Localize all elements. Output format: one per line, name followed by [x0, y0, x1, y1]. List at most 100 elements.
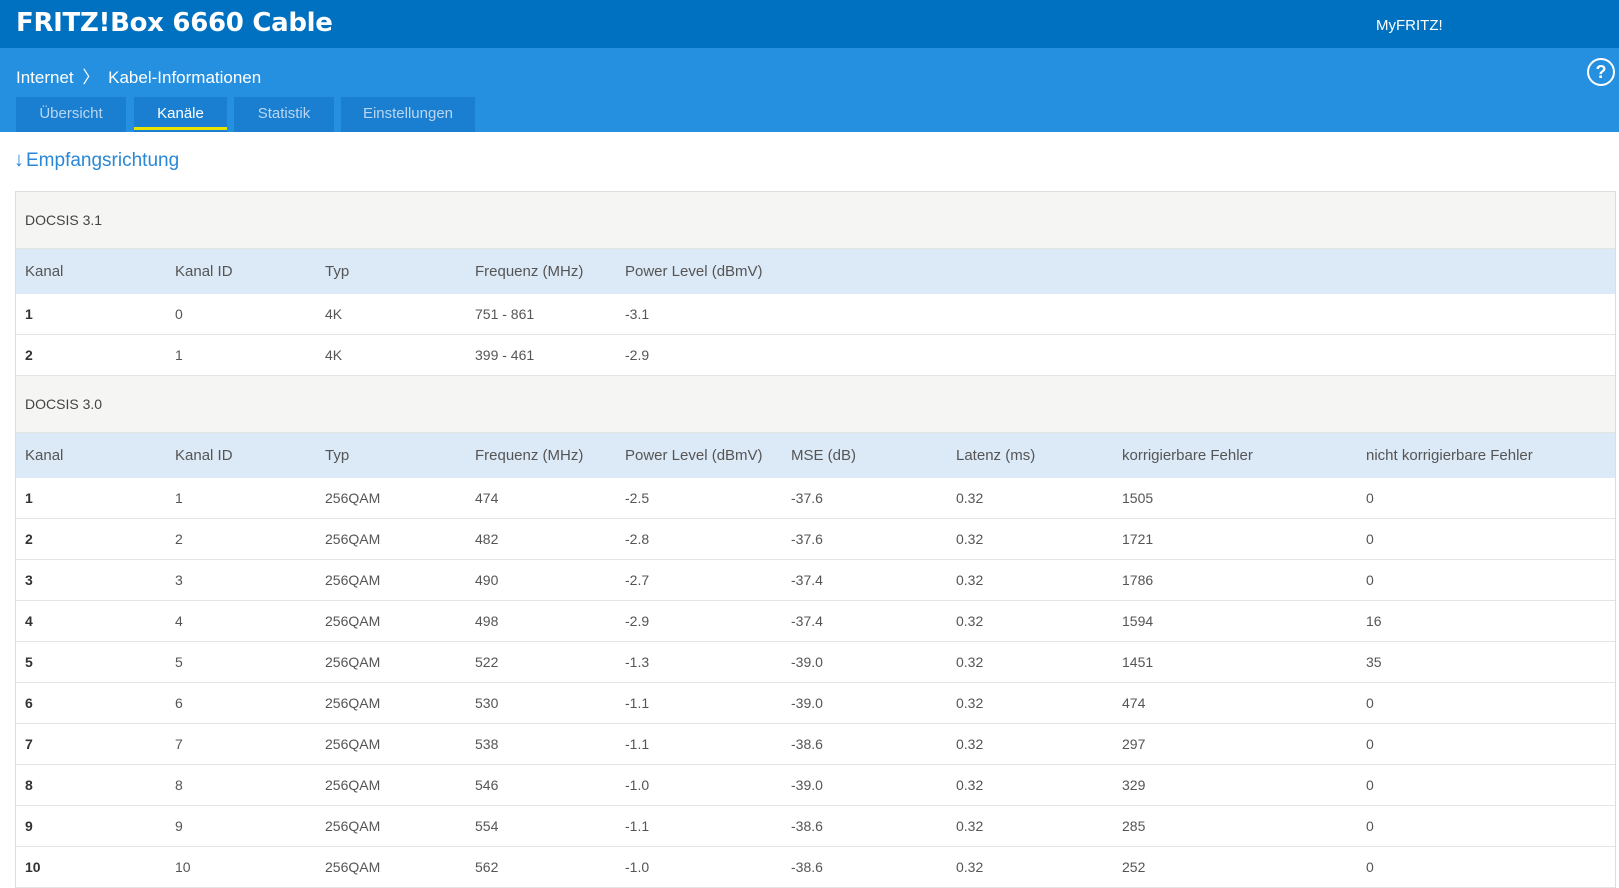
table-cell: 2 — [25, 531, 33, 547]
docsis30-heading: DOCSIS 3.0 — [16, 376, 1615, 433]
table-cell: 0 — [1366, 572, 1374, 588]
docsis31-column-headers: Kanal Kanal ID Typ Frequenz (MHz) Power … — [16, 249, 1615, 294]
table-cell: 256QAM — [325, 490, 381, 506]
table-row: 6 6 256QAM 530 -1.1 -39.0 0.32 474 0 — [16, 683, 1615, 724]
table-cell: 1451 — [1122, 654, 1154, 670]
table-cell: 6 — [175, 695, 183, 711]
navigation-bar: Internet 〉 Kabel-Informationen ? Übersic… — [0, 48, 1619, 132]
table-row: 2 1 4K 399 - 461 -2.9 — [16, 335, 1615, 376]
table-cell: -2.7 — [625, 572, 650, 588]
table-row: 2 2 256QAM 482 -2.8 -37.6 0.32 1721 0 — [16, 519, 1615, 560]
column-header: Power Level (dBmV) — [625, 263, 763, 280]
product-title[interactable]: FRITZ!Box 6660 Cable — [16, 8, 333, 38]
table-cell: 0.32 — [956, 654, 984, 670]
table-row: 1 0 4K 751 - 861 -3.1 — [16, 294, 1615, 335]
table-cell: 1505 — [1122, 490, 1154, 506]
tab-statistik[interactable]: Statistik — [234, 97, 334, 132]
table-cell: 4K — [325, 306, 343, 322]
table-cell: 0 — [175, 306, 183, 322]
table-row: 8 8 256QAM 546 -1.0 -39.0 0.32 329 0 — [16, 765, 1615, 806]
table-cell: 1 — [25, 490, 33, 506]
table-cell: 252 — [1122, 859, 1146, 875]
table-cell: 474 — [475, 490, 499, 506]
table-cell: -39.0 — [791, 777, 823, 793]
table-row: 4 4 256QAM 498 -2.9 -37.4 0.32 1594 16 — [16, 601, 1615, 642]
table-cell: -37.4 — [791, 613, 823, 629]
table-cell: 256QAM — [325, 695, 381, 711]
table-cell: -38.6 — [791, 736, 823, 752]
table-cell: 256QAM — [325, 777, 381, 793]
table-cell: 0.32 — [956, 572, 984, 588]
top-bar: FRITZ!Box 6660 Cable MyFRITZ! — [0, 0, 1619, 48]
table-cell: 1 — [175, 347, 183, 363]
table-cell: 1 — [25, 306, 33, 322]
column-header: Kanal — [25, 447, 64, 464]
table-cell: 3 — [25, 572, 33, 588]
table-cell: 522 — [475, 654, 499, 670]
table-cell: 0.32 — [956, 531, 984, 547]
table-cell: 0 — [1366, 695, 1374, 711]
docsis30-rows: 1 1 256QAM 474 -2.5 -37.6 0.32 1505 0 2 2 256QAM 482… — [16, 478, 1615, 888]
myfritz-link[interactable]: MyFRITZ! — [1376, 17, 1443, 34]
table-cell: 0 — [1366, 777, 1374, 793]
table-cell: 538 — [475, 736, 499, 752]
column-header: Kanal — [25, 263, 64, 280]
docsis30-column-headers: Kanal Kanal ID Typ Frequenz (MHz) Power … — [16, 433, 1615, 478]
table-cell: -37.4 — [791, 572, 823, 588]
table-cell: 256QAM — [325, 736, 381, 752]
column-header: Typ — [325, 263, 350, 280]
help-icon[interactable]: ? — [1587, 58, 1615, 86]
tab-uebersicht[interactable]: Übersicht — [16, 97, 126, 132]
table-cell: 0.32 — [956, 818, 984, 834]
table-cell: -39.0 — [791, 695, 823, 711]
table-cell: 4 — [175, 613, 183, 629]
table-cell: 297 — [1122, 736, 1146, 752]
column-header: Kanal ID — [175, 263, 233, 280]
column-header: Kanal ID — [175, 447, 233, 464]
table-cell: 285 — [1122, 818, 1146, 834]
table-cell: 0 — [1366, 736, 1374, 752]
tab-kanaele[interactable]: Kanäle — [134, 97, 227, 132]
tab-einstellungen[interactable]: Einstellungen — [341, 97, 475, 132]
table-cell: 0.32 — [956, 736, 984, 752]
table-row: 10 10 256QAM 562 -1.0 -38.6 0.32 252 0 — [16, 847, 1615, 888]
table-row: 9 9 256QAM 554 -1.1 -38.6 0.32 285 0 — [16, 806, 1615, 847]
table-cell: 2 — [25, 347, 33, 363]
table-row: 5 5 256QAM 522 -1.3 -39.0 0.32 1451 35 — [16, 642, 1615, 683]
table-cell: 0.32 — [956, 777, 984, 793]
table-cell: 0 — [1366, 859, 1374, 875]
table-cell: 3 — [175, 572, 183, 588]
table-cell: 256QAM — [325, 572, 381, 588]
table-cell: 530 — [475, 695, 499, 711]
table-cell: -2.9 — [625, 613, 650, 629]
table-cell: 399 - 461 — [475, 347, 535, 363]
table-cell: 474 — [1122, 695, 1146, 711]
channel-panel: DOCSIS 3.1 Kanal Kanal ID Typ Frequenz (… — [15, 191, 1616, 888]
breadcrumb-internet[interactable]: Internet — [16, 68, 74, 87]
table-cell: 4 — [25, 613, 33, 629]
table-cell: 0.32 — [956, 613, 984, 629]
column-header: Latenz (ms) — [956, 447, 1036, 464]
table-cell: -1.3 — [625, 654, 650, 670]
table-cell: 0.32 — [956, 695, 984, 711]
table-cell: 10 — [175, 859, 191, 875]
table-cell: -1.0 — [625, 777, 650, 793]
table-cell: 5 — [175, 654, 183, 670]
table-cell: 562 — [475, 859, 499, 875]
table-cell: -1.0 — [625, 859, 650, 875]
table-cell: -3.1 — [625, 306, 650, 322]
column-header: Typ — [325, 447, 350, 464]
table-cell: -2.8 — [625, 531, 650, 547]
table-cell: 9 — [25, 818, 33, 834]
table-cell: 0 — [1366, 818, 1374, 834]
table-cell: 7 — [175, 736, 183, 752]
table-cell: -37.6 — [791, 531, 823, 547]
column-header: korrigierbare Fehler — [1122, 447, 1253, 464]
table-cell: -39.0 — [791, 654, 823, 670]
table-cell: -1.1 — [625, 695, 650, 711]
table-cell: -2.9 — [625, 347, 650, 363]
table-cell: -37.6 — [791, 490, 823, 506]
table-cell: 482 — [475, 531, 499, 547]
table-cell: -38.6 — [791, 818, 823, 834]
table-cell: 7 — [25, 736, 33, 752]
